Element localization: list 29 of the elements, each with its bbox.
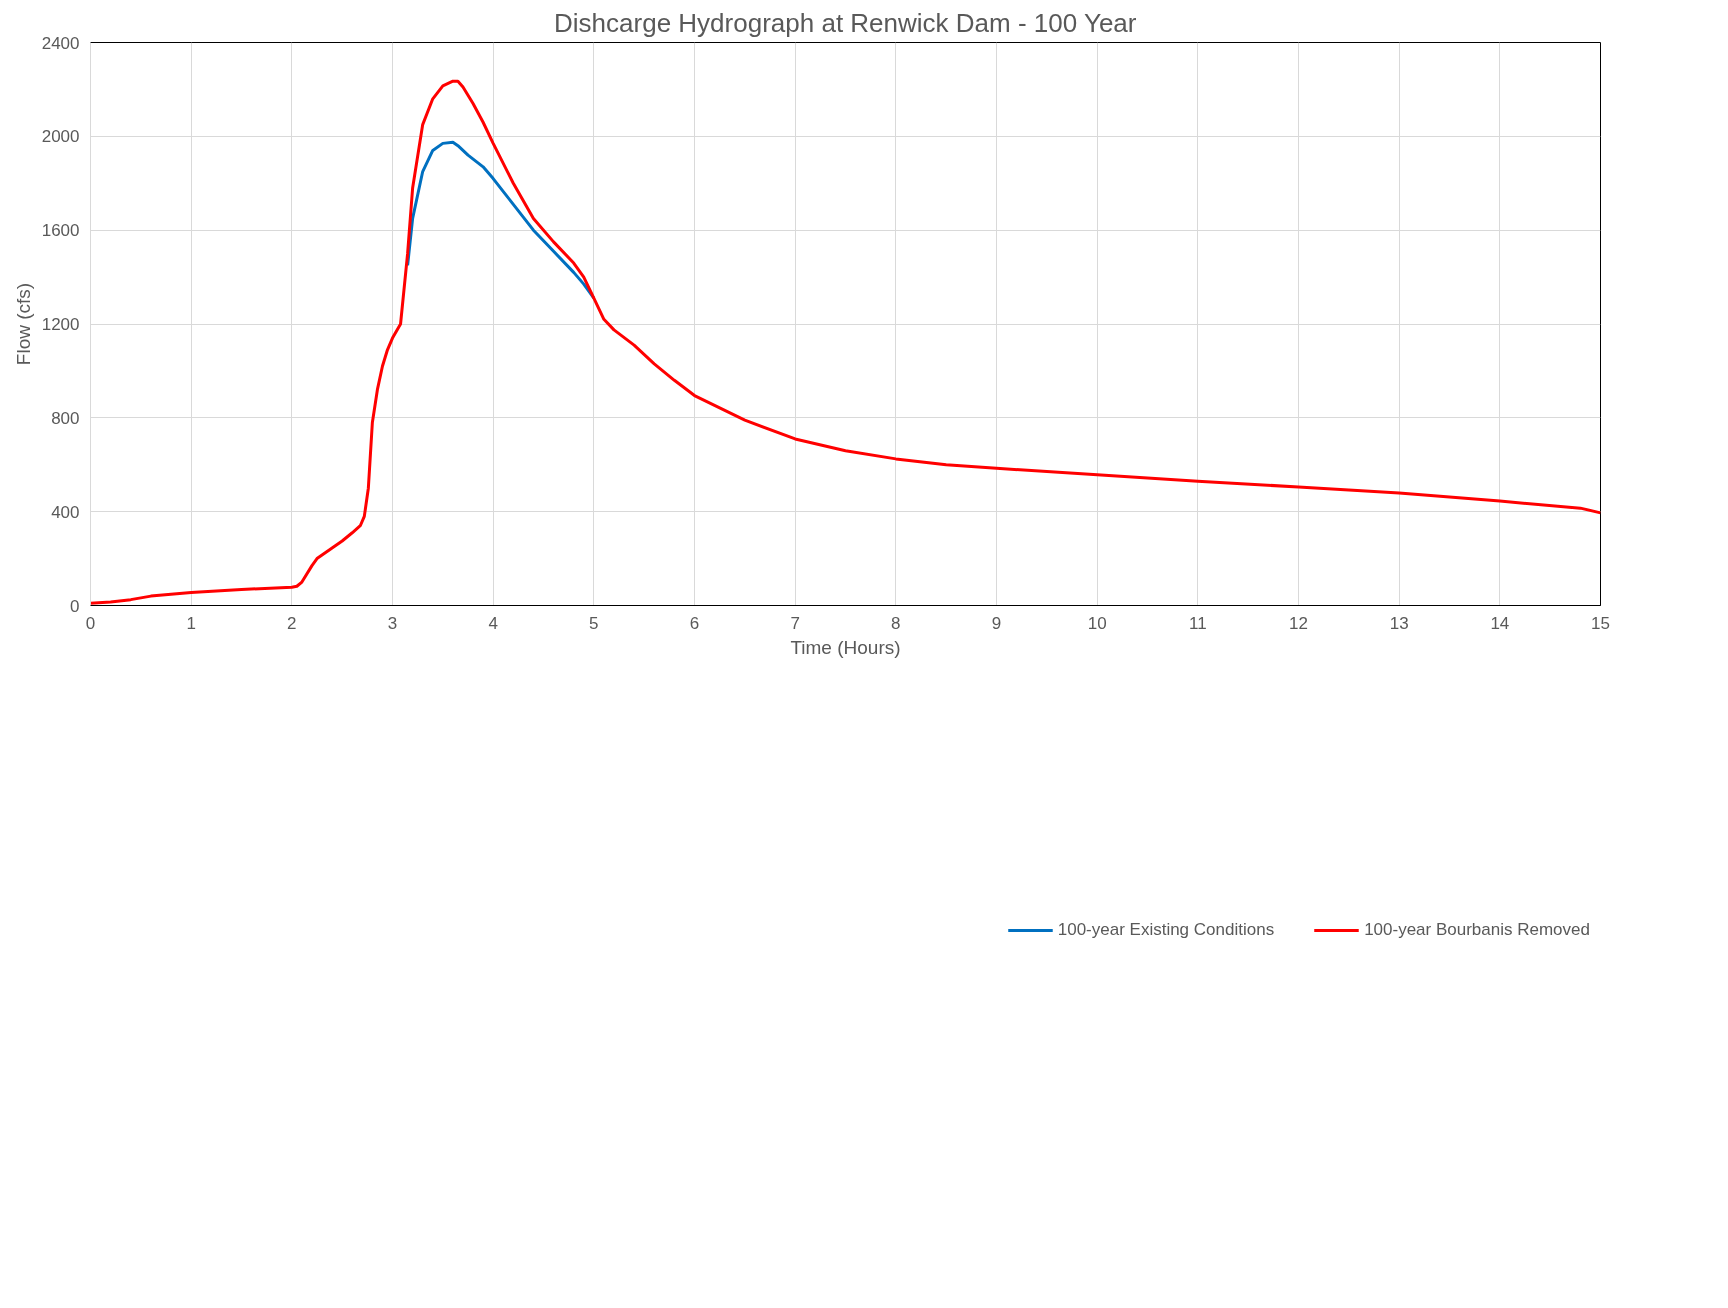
y-tick-label: 0 <box>70 596 80 616</box>
x-tick-label: 3 <box>387 613 398 633</box>
y-tick-label: 400 <box>51 502 80 522</box>
x-tick-label: 7 <box>790 613 800 633</box>
y-tick-label: 2400 <box>41 33 80 53</box>
legend-label: 100-year Existing Conditions <box>1057 920 1275 940</box>
x-tick-label: 6 <box>689 613 700 633</box>
x-tick-label: 10 <box>1087 613 1107 633</box>
line-series <box>90 79 1601 605</box>
x-tick-label: 9 <box>991 613 1002 633</box>
y-tick-label: 1600 <box>41 221 80 241</box>
x-axis-title: Time (Hours) <box>790 636 901 658</box>
x-tick-label: 4 <box>488 613 498 633</box>
y-axis-title: Flow (cfs) <box>12 282 34 366</box>
x-tick-label: 11 <box>1189 613 1207 633</box>
x-tick-label: 15 <box>1591 613 1610 633</box>
x-tick-label: 14 <box>1490 613 1510 633</box>
legend-label: 100-year Bourbanis Removed <box>1364 920 1590 940</box>
x-tick-label: 12 <box>1289 613 1308 633</box>
x-tick-label: 13 <box>1389 613 1409 633</box>
y-tick-label: 800 <box>51 408 80 428</box>
y-tick-label: 1200 <box>41 315 80 334</box>
x-tick-label: 5 <box>589 613 599 633</box>
chart-title: Dishcarge Hydrograph at Renwick Dam - 100 Year <box>554 7 1137 38</box>
x-tick-label: 8 <box>891 613 901 633</box>
x-tick-label: 1 <box>186 613 196 633</box>
x-tick-label: 2 <box>287 613 297 633</box>
x-tick-label: 0 <box>85 613 96 633</box>
y-tick-label: 2000 <box>41 127 80 147</box>
